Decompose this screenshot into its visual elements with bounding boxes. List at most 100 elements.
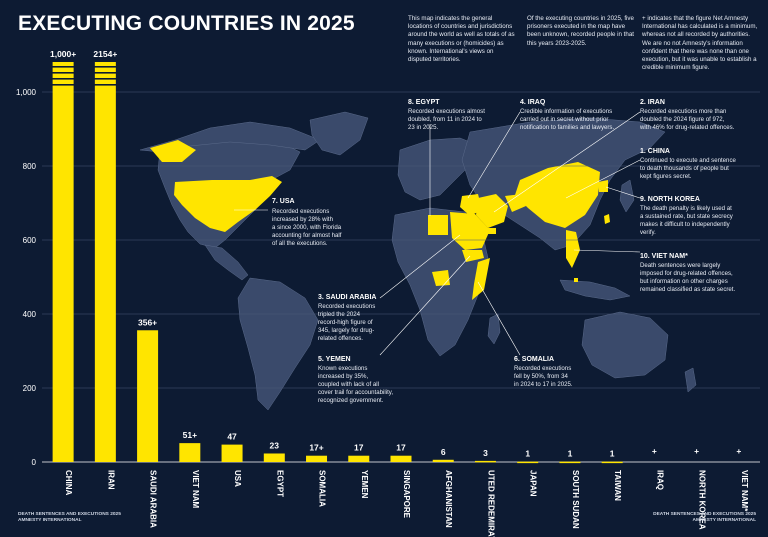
bar-value-label: 47 — [227, 432, 237, 442]
map-land-europe — [397, 137, 481, 201]
annotation-iraq: 4. IRAQ Credible information of executio… — [520, 99, 614, 131]
annotation-egypt: 8. EGYPT Recorded executions almost doub… — [408, 99, 485, 131]
y-tick-label: 600 — [23, 236, 37, 245]
y-tick-label: 800 — [23, 162, 37, 171]
annotation-north-korea: 9. NORTH KOREA The death penalty is like… — [640, 196, 734, 236]
annotation-saudi-arabia: 3. SAUDI ARABIA Recorded executions trip… — [318, 294, 376, 342]
bar-yemen — [348, 455, 370, 462]
annotation-line: accounting for almost half — [272, 232, 342, 239]
bar-break-mark — [51, 78, 75, 80]
map-highlight-egypt — [428, 215, 448, 235]
chart-bars: 1,000+ CHINA 2154+ IRAN 356+ SAUDI ARABIA 51+ V… — [50, 49, 749, 537]
annotation-line: Recorded executions almost — [408, 108, 485, 115]
footer-report-name: DEATH SENTENCES AND EXECUTIONS 2025 — [653, 512, 756, 517]
annotation-line: increased by 28% with — [272, 216, 333, 223]
bar-somalia — [306, 455, 328, 462]
bar-value-label: 1 — [610, 449, 615, 459]
bar-break-mark — [93, 66, 117, 68]
annotation-line: kept figures secret. — [640, 173, 692, 180]
map-land-south-america — [237, 277, 319, 411]
intro-text-map: This map indicates the general locations… — [408, 15, 515, 64]
bar-japan — [517, 461, 539, 464]
map-land-australia — [581, 311, 669, 379]
annotation-line: Continued to execute and sentence — [640, 157, 736, 164]
annotation-line: record-high figure of — [318, 319, 373, 326]
leader-line-yemen — [379, 255, 471, 356]
annotation-line: Recorded executions — [272, 208, 329, 215]
annotation-title: 1. CHINA — [640, 148, 670, 155]
annotation-line: with 46% for drug-related offences. — [639, 124, 735, 131]
annotation-line: but information on other charges — [640, 278, 728, 285]
x-category-label: IRAQ — [655, 470, 664, 490]
annotation-line: Recorded executions — [318, 303, 375, 310]
bar-break-mark — [51, 72, 75, 74]
annotation-usa: 7. USA Recorded executions increased by … — [272, 198, 342, 247]
bar-value-label: + — [694, 446, 699, 456]
annotation-line: doubled, from 11 in 2024 to — [408, 116, 482, 123]
x-category-label: SINGAPORE — [402, 470, 411, 519]
leader-line-china — [565, 159, 641, 199]
x-category-label: YEMEN — [360, 470, 369, 499]
bar-break-mark — [51, 66, 75, 68]
bar-break-mark — [93, 78, 117, 80]
map-highlight-china — [515, 162, 600, 228]
bar-singapore — [390, 455, 412, 462]
bar-value-label: 1 — [568, 449, 573, 459]
intro-text-unknown: Of the executing countries in 2025, five… — [527, 15, 634, 47]
map-land-indonesia — [559, 279, 631, 301]
annotation-title: 2. IRAN — [640, 99, 665, 106]
x-category-label: USA — [233, 470, 242, 487]
x-category-label: TAIWAN — [613, 470, 622, 501]
map-land-madagascar — [487, 313, 501, 345]
annotation-line: in 2024 to 17 in 2025. — [514, 381, 573, 388]
annotation-title: 6. SOMALIA — [514, 356, 554, 363]
annotation-title: 10. VIET NAM* — [640, 253, 688, 260]
map-highlight-singapore — [574, 278, 578, 282]
leader-line-saudi-arabia — [379, 234, 461, 299]
bar-iran — [94, 62, 116, 462]
bar-afghanistan — [432, 459, 454, 462]
bar-saudi-arabia — [137, 330, 159, 462]
annotation-title: 8. EGYPT — [408, 99, 440, 106]
map-land-japan — [619, 179, 635, 213]
leader-line-viet-nam — [573, 249, 641, 253]
bar-value-label: 17+ — [309, 443, 323, 453]
annotation-yemen: 5. YEMEN Known executions increased by 3… — [318, 356, 393, 404]
bar-value-label: 6 — [441, 447, 446, 457]
bar-usa — [221, 444, 243, 462]
annotation-line: a since 2000, with Florida — [272, 224, 342, 231]
x-category-label: JAPAN — [529, 470, 538, 497]
map-highlight-north-korea — [598, 180, 608, 192]
leader-line-iraq — [467, 111, 521, 199]
y-tick-label: 1,000 — [16, 88, 37, 97]
page-title: EXECUTING COUNTRIES IN 2025 — [18, 12, 355, 35]
annotation-line: coupled with lack of all — [318, 381, 379, 388]
x-category-label: NORTH KOREA — [698, 470, 707, 530]
annotation-line: 23 in 2025. — [408, 124, 438, 131]
x-category-label: IRAN — [106, 470, 115, 490]
annotation-line: tripled the 2024 — [318, 311, 361, 318]
annotation-line: remained classified as state secret. — [640, 286, 735, 293]
bar-value-label: 1 — [525, 449, 530, 459]
footer-report-name: DEATH SENTENCES AND EXECUTIONS 2025 — [18, 512, 121, 517]
bar-value-label: + — [652, 446, 657, 456]
bar-value-label: 2154+ — [93, 49, 117, 59]
y-tick-label: 400 — [23, 310, 37, 319]
map-highlight-alaska — [150, 140, 196, 162]
annotation-line: Known executions — [318, 365, 367, 372]
x-category-label: UTED REDEMIRATES — [486, 470, 495, 537]
annotation-line: of all the executions. — [272, 240, 328, 247]
intro-text-plus-note: + indicates that the figure Net Amnesty … — [642, 15, 758, 72]
world-map — [139, 111, 697, 411]
annotation-title: 4. IRAQ — [520, 99, 546, 106]
footer-credit-right: DEATH SENTENCES AND EXECUTIONS 2025 AMNE… — [653, 512, 756, 524]
map-highlight-south-sudan — [432, 270, 450, 286]
annotation-iran: 2. IRAN Recorded executions more than do… — [639, 99, 735, 131]
annotation-line: 345, largely for drug- — [318, 327, 374, 334]
map-highlight-taiwan — [604, 214, 610, 224]
x-category-label: SAUDI ARABIA — [149, 470, 158, 528]
bar-value-label: 3 — [483, 448, 488, 458]
annotation-line: Recorded executions — [514, 365, 571, 372]
bar-taiwan — [601, 461, 623, 464]
